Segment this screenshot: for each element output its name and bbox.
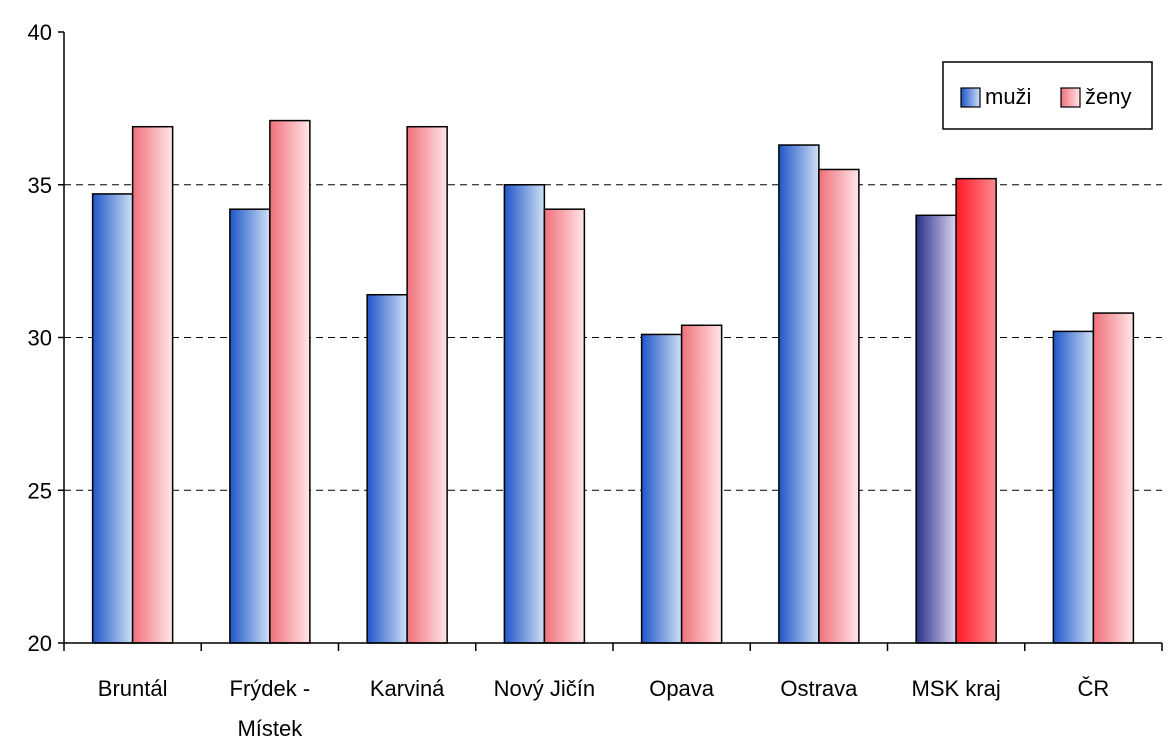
legend-label-0: muži (985, 84, 1031, 109)
x-category-label-5: Ostrava (780, 676, 858, 701)
bar-zeny-1 (269, 119, 311, 644)
bar-muzi-6 (915, 214, 957, 644)
bar-muzi-4 (640, 333, 683, 644)
gridlines (64, 184, 1162, 491)
bars (91, 119, 1135, 644)
x-category-label-0: Bruntál (98, 676, 168, 701)
y-tick-label-20: 20 (28, 631, 52, 656)
x-category-label-4: Opava (649, 676, 715, 701)
bar-zeny-0 (131, 125, 174, 644)
x-category-label-6: MSK kraj (912, 676, 1001, 701)
bar-muzi-0 (91, 193, 134, 644)
bar-zeny-6 (955, 177, 997, 644)
bar-muzi-1 (229, 208, 271, 644)
y-tick-label-40: 40 (28, 20, 52, 45)
legend-box (942, 61, 1153, 130)
y-axis-ticks: 20 25 30 35 40 (28, 20, 64, 656)
x-axis-labels: Bruntál Frýdek -Místek Karviná Nový Jičín Op… (63, 643, 1163, 741)
legend: muži ženy (942, 61, 1153, 130)
y-tick-label-35: 35 (28, 173, 52, 198)
bar-muzi-2 (366, 293, 408, 644)
x-category-label-1: Frýdek -Místek (230, 676, 311, 741)
bar-zeny-2 (406, 125, 448, 644)
bar-zeny-7 (1092, 312, 1135, 644)
bar-muzi-3 (503, 184, 546, 644)
x-category-label-2: Karviná (370, 676, 445, 701)
bar-muzi-5 (778, 144, 820, 644)
bar-zeny-3 (543, 208, 586, 644)
bar-zeny-5 (818, 168, 860, 644)
y-tick-label-25: 25 (28, 478, 52, 503)
legend-swatch-1 (1060, 87, 1081, 108)
x-category-label-3: Nový Jičín (494, 676, 595, 701)
bar-zeny-4 (680, 324, 723, 644)
y-tick-label-30: 30 (28, 326, 52, 351)
x-category-label-7: ČR (1077, 676, 1109, 701)
bar-muzi-7 (1052, 330, 1095, 644)
legend-label-1: ženy (1085, 84, 1131, 109)
legend-swatch-0 (960, 87, 981, 108)
